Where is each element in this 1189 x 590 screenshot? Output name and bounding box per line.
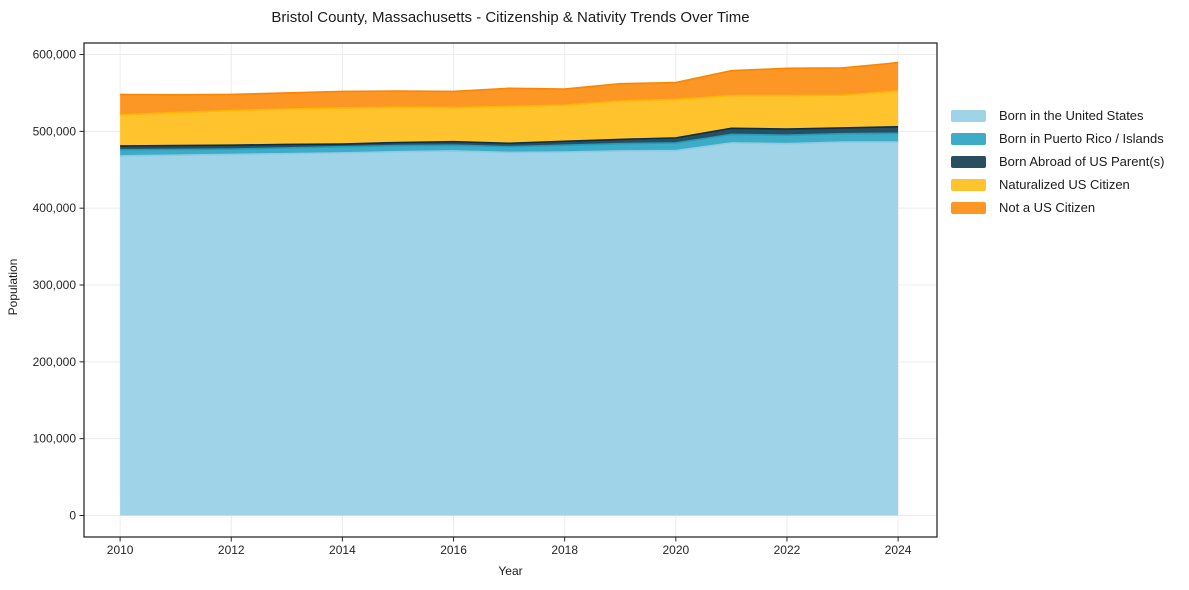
legend-swatch-not-citizen bbox=[951, 201, 986, 214]
legend: Born in the United States Born in Puerto… bbox=[951, 104, 1164, 219]
legend-swatch-naturalized bbox=[951, 178, 986, 191]
legend-item: Born in the United States bbox=[951, 104, 1164, 127]
y-tick-label: 400,000 bbox=[33, 201, 77, 215]
x-tick-label: 2020 bbox=[662, 543, 689, 557]
y-tick-label: 200,000 bbox=[33, 355, 77, 369]
x-tick-label: 2024 bbox=[885, 543, 912, 557]
x-tick-label: 2014 bbox=[329, 543, 356, 557]
series-edge-line-1 bbox=[120, 132, 899, 151]
y-tick-label: 300,000 bbox=[33, 278, 77, 292]
legend-swatch-born-pr bbox=[951, 132, 986, 145]
y-tick-label: 600,000 bbox=[33, 48, 77, 62]
series-edge-line-2 bbox=[120, 125, 899, 147]
x-tick-label: 2010 bbox=[107, 543, 134, 557]
series-edge-line-3 bbox=[120, 90, 899, 116]
legend-swatch-born-abroad bbox=[951, 155, 986, 168]
chart-title: Bristol County, Massachusetts - Citizens… bbox=[271, 9, 750, 26]
area-series-3 bbox=[120, 91, 899, 146]
area-series-0 bbox=[120, 142, 899, 516]
legend-swatch-born-us bbox=[951, 109, 986, 122]
x-tick-label: 2012 bbox=[218, 543, 245, 557]
legend-item: Born in Puerto Rico / Islands bbox=[951, 127, 1164, 150]
legend-label: Naturalized US Citizen bbox=[999, 177, 1130, 192]
x-tick-label: 2022 bbox=[774, 543, 801, 557]
axes-frame bbox=[83, 42, 938, 538]
legend-label: Born in the United States bbox=[999, 108, 1144, 123]
y-axis-label: Population bbox=[6, 258, 20, 316]
legend-label: Born Abroad of US Parent(s) bbox=[999, 154, 1165, 169]
legend-item: Naturalized US Citizen bbox=[951, 173, 1164, 196]
legend-item: Not a US Citizen bbox=[951, 196, 1164, 219]
y-tick-label: 0 bbox=[69, 508, 76, 522]
legend-label: Born in Puerto Rico / Islands bbox=[999, 131, 1164, 146]
x-axis-label: Year bbox=[498, 564, 523, 578]
x-tick-label: 2016 bbox=[440, 543, 467, 557]
y-tick-label: 100,000 bbox=[33, 432, 77, 446]
x-tick-label: 2018 bbox=[551, 543, 578, 557]
legend-label: Not a US Citizen bbox=[999, 200, 1096, 215]
series-edge-line-4 bbox=[120, 61, 899, 96]
y-tick-label: 500,000 bbox=[33, 124, 77, 138]
series-edge-line-0 bbox=[120, 141, 899, 157]
legend-item: Born Abroad of US Parent(s) bbox=[951, 150, 1164, 173]
